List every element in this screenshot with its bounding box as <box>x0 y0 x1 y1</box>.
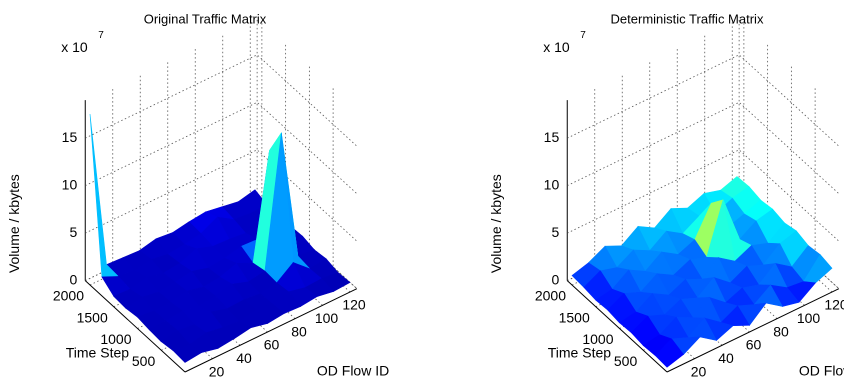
x-axis-label: OD Flow ID <box>317 362 389 378</box>
y-axis <box>566 280 668 373</box>
x-tick-label: 80 <box>291 323 307 339</box>
y-tick-label: 1000 <box>582 331 613 347</box>
x-tick-label: 60 <box>264 337 280 353</box>
grid-line <box>85 54 358 147</box>
y-tick-label: 1000 <box>100 331 131 347</box>
y-tick-label: 500 <box>132 353 156 369</box>
surface-cell <box>172 344 203 363</box>
z-tick-label: 15 <box>62 129 78 145</box>
z-tick-label: 15 <box>544 129 560 145</box>
chart-title: Original Traffic Matrix <box>144 11 267 26</box>
grid-line <box>85 149 358 242</box>
grid-line <box>567 54 840 147</box>
z-tick-label: 0 <box>69 271 77 287</box>
y-tick-label: 500 <box>614 353 638 369</box>
y-axis-label: Time Step <box>548 345 611 361</box>
x-tick-label: 120 <box>342 297 366 313</box>
surface-cell <box>654 338 684 368</box>
x-tick-label: 100 <box>797 310 821 326</box>
wall-edge <box>256 197 358 289</box>
grid-line <box>567 101 840 194</box>
x-tick-label: 40 <box>718 350 734 366</box>
exponent: 7 <box>98 30 104 41</box>
y-tick-label: 1500 <box>77 309 108 325</box>
y-tick-label: 2000 <box>53 288 84 304</box>
x-tick-label: 60 <box>746 337 762 353</box>
x-axis-label: OD Flow ID <box>799 362 844 378</box>
multiplier: x 10 <box>543 39 570 55</box>
x-tick-label: 80 <box>773 323 789 339</box>
y-axis-label: Time Step <box>66 345 129 361</box>
z-axis-label: Volume / kbytes <box>488 174 504 273</box>
x-tick-label: 100 <box>315 310 339 326</box>
z-tick-label: 0 <box>551 271 559 287</box>
z-axis-label: Volume / kbytes <box>6 174 22 273</box>
z-tick-label: 10 <box>544 176 560 192</box>
surface-cell <box>89 113 120 278</box>
z-tick-label: 10 <box>62 176 78 192</box>
z-tick-label: 5 <box>69 224 77 240</box>
y-axis <box>84 280 186 373</box>
x-tick-label: 40 <box>236 350 252 366</box>
x-tick-label: 20 <box>691 363 707 379</box>
x-tick-label: 20 <box>209 363 225 379</box>
x-tick-label: 120 <box>824 297 844 313</box>
x-axis <box>184 288 358 373</box>
y-tick-label: 2000 <box>535 288 566 304</box>
grid-line <box>567 149 840 242</box>
z-tick-label: 5 <box>551 224 559 240</box>
x-axis <box>666 288 840 373</box>
multiplier: x 10 <box>61 39 88 55</box>
grid-line <box>85 101 358 194</box>
exponent: 7 <box>580 30 586 41</box>
y-tick-label: 1500 <box>559 309 590 325</box>
chart-title: Deterministic Traffic Matrix <box>611 11 764 26</box>
